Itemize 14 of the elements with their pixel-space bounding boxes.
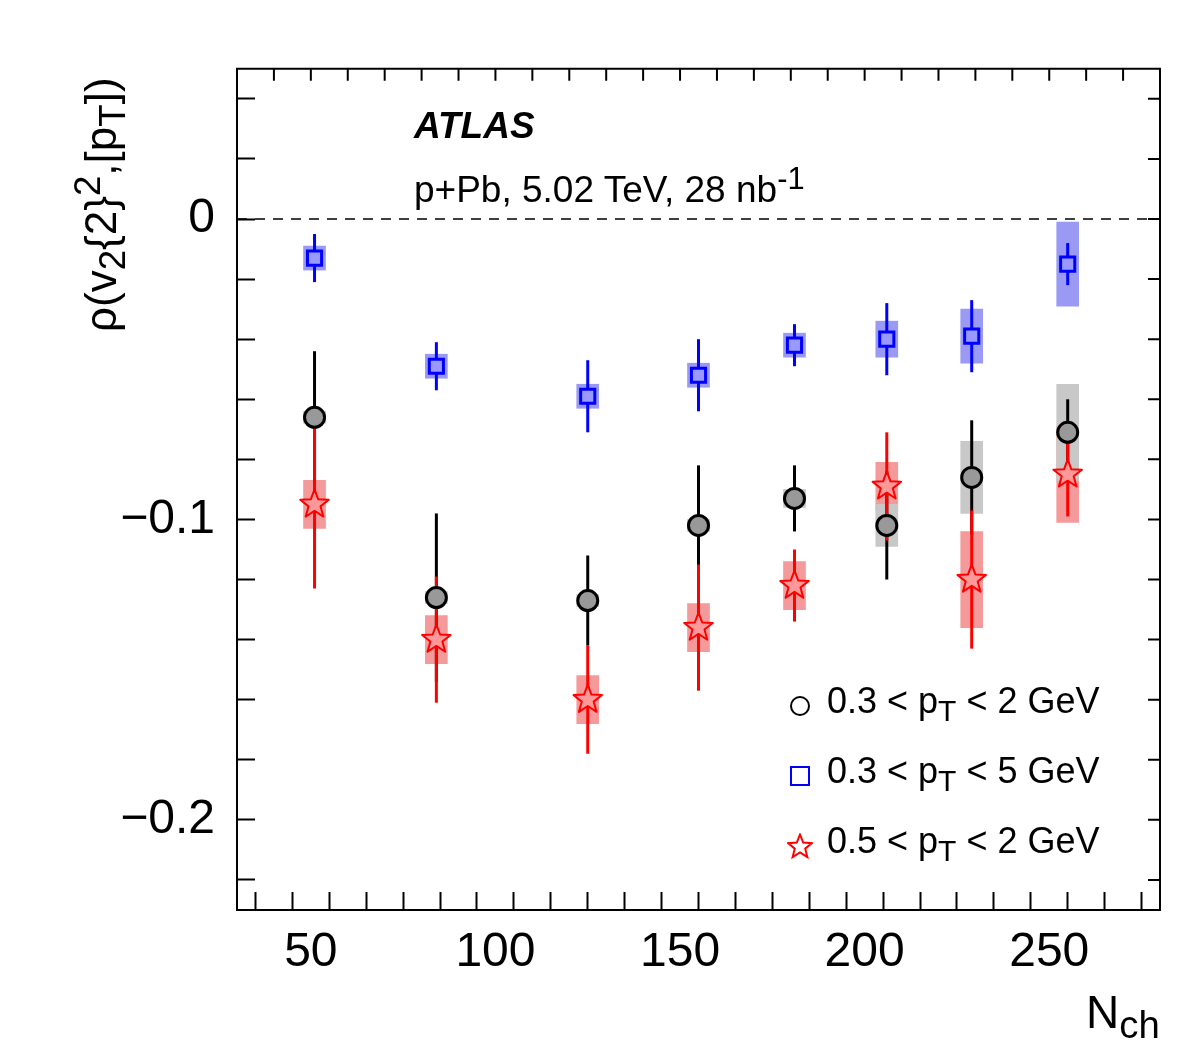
y-tick-label: −0.1 — [120, 489, 215, 543]
legend-label: 0.3 < p$_{T}$ < 2 GeV — [827, 679, 1100, 730]
x-tick-label: 50 — [284, 923, 338, 977]
x-tick-label: 150 — [639, 923, 721, 977]
legend-label: 0.5 < p$_{T}$ < 2 GeV — [827, 819, 1100, 870]
y-tick-label: −0.2 — [120, 790, 215, 844]
annotation: p+Pb, 5.02 TeV, 28 nb$^{-1}$ — [414, 160, 805, 212]
y-tick-label: 0 — [188, 189, 215, 243]
annotation: ATLAS — [414, 104, 535, 147]
legend-label: 0.3 < p$_{T}$ < 5 GeV — [827, 749, 1100, 800]
x-axis-title: N$_{ch}$ — [1086, 985, 1160, 1048]
x-tick-label: 250 — [1009, 923, 1090, 977]
x-tick-label: 200 — [824, 923, 905, 977]
x-tick-label: 100 — [455, 923, 536, 977]
